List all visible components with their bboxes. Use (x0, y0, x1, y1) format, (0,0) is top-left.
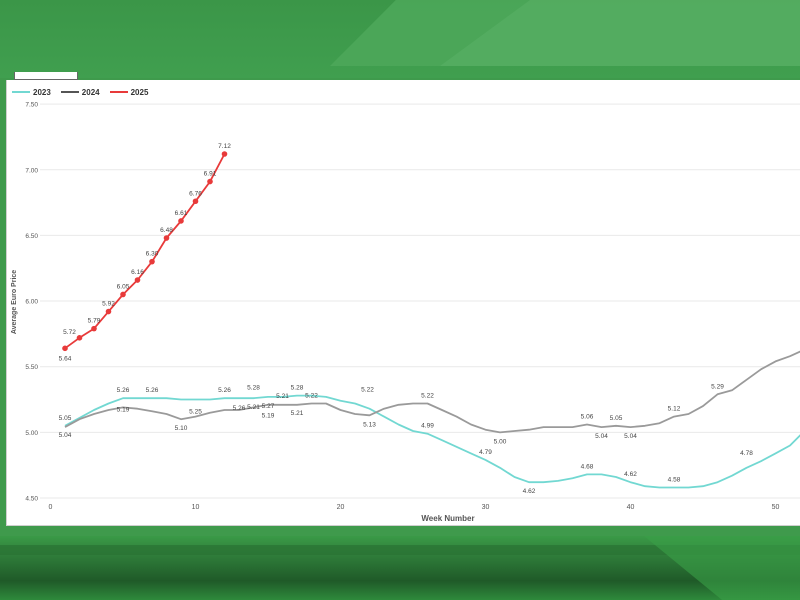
chart-panel (6, 80, 800, 526)
data-label: 6.16 (131, 269, 144, 276)
y-tick-label: 7.50 (25, 102, 38, 109)
data-label: 5.22 (421, 392, 434, 399)
x-tick-label: 50 (772, 504, 780, 511)
data-label: 5.26 (146, 387, 159, 394)
data-point-2025[interactable] (120, 291, 126, 298)
data-label: 5.10 (175, 425, 188, 432)
x-tick-label: 40 (627, 504, 635, 511)
data-label: 5.72 (63, 329, 76, 336)
data-label: 5.22 (305, 392, 318, 399)
x-tick-label: 0 (49, 504, 53, 511)
data-label: 5.21 (276, 393, 289, 400)
legend-swatch-2023 (12, 91, 30, 93)
y-tick-label: 6.50 (25, 233, 38, 240)
x-tick-label: 30 (482, 504, 490, 511)
data-label: 4.58 (668, 476, 681, 483)
data-label: 5.26 (218, 387, 231, 394)
data-label: 5.21 (247, 404, 260, 411)
data-label: 4.78 (740, 450, 753, 457)
data-point-2025[interactable] (192, 198, 199, 205)
data-label: 5.92 (102, 301, 115, 308)
data-point-2025[interactable] (178, 218, 184, 224)
series-layer (62, 151, 800, 489)
data-point-2025[interactable] (105, 308, 112, 315)
legend-swatch-2025 (109, 91, 128, 93)
footer-banner-band (0, 545, 800, 555)
series-line-2025[interactable] (64, 153, 226, 350)
data-label: 5.26 (117, 387, 130, 394)
data-label: 5.05 (610, 415, 623, 422)
x-tick-label: 10 (192, 504, 200, 511)
data-label: 5.64 (59, 355, 72, 362)
data-label: 6.48 (160, 227, 173, 234)
data-label: 5.21 (291, 410, 304, 417)
y-tick-label: 6.00 (25, 299, 38, 306)
series-line-2024[interactable] (64, 350, 800, 434)
data-label: 5.19 (262, 412, 275, 419)
data-point-2025[interactable] (163, 235, 170, 241)
data-label: 5.12 (668, 406, 681, 413)
data-point-2025[interactable] (134, 277, 141, 283)
data-point-2025[interactable] (62, 345, 68, 352)
data-label: 5.29 (711, 383, 724, 390)
data-point-2025[interactable] (91, 325, 97, 332)
data-label: 5.79 (88, 318, 101, 325)
data-point-2025[interactable] (149, 258, 155, 265)
data-label: 4.68 (581, 463, 594, 470)
y-axis-title: Average Euro Price (11, 270, 18, 334)
data-label: 5.28 (247, 385, 260, 392)
legend-item-2024[interactable]: 2024 (60, 87, 100, 97)
data-label: 4.79 (479, 449, 492, 456)
data-label-layer: 5.64 5.72 5.79 5.92 6.056.16 6.30 6.48 6.61 6.76… (59, 143, 754, 495)
data-label: 5.22 (361, 386, 374, 393)
y-tick-label: 4.50 (25, 496, 38, 503)
data-label: 5.04 (595, 433, 608, 440)
legend-label-2024: 2024 (81, 87, 100, 97)
data-label: 5.26 (233, 405, 246, 412)
series-line-2023[interactable] (64, 394, 800, 489)
data-point-2025[interactable] (221, 151, 228, 157)
data-label: 4.99 (421, 423, 434, 430)
data-label: 6.05 (117, 283, 130, 290)
data-point-2025[interactable] (207, 178, 213, 185)
legend-label-2025: 2025 (130, 87, 149, 97)
data-label: 5.19 (117, 406, 130, 413)
legend-label-2023: 2023 (33, 87, 51, 97)
data-label: 7.12 (218, 143, 231, 150)
x-axis-title: Week Number (421, 514, 474, 523)
data-label: 5.00 (494, 438, 507, 445)
data-label: 6.61 (175, 210, 188, 217)
data-point-2025[interactable] (76, 335, 83, 341)
y-tick-label: 5.50 (25, 364, 38, 371)
data-label: 5.25 (189, 409, 202, 416)
grid-layer: 4.50 5.00 5.50 6.00 6.50 7.00 7.50 0 10 20 30 40 50 (25, 102, 800, 511)
data-label: 5.04 (59, 432, 72, 439)
data-label: 5.13 (363, 421, 376, 428)
y-tick-label: 7.00 (25, 167, 38, 174)
legend-item-2025[interactable]: 2025 (109, 87, 149, 97)
legend-item-2023[interactable]: 2023 (12, 88, 51, 97)
data-label: 5.04 (624, 433, 637, 440)
data-label: 4.62 (624, 471, 637, 478)
data-label: 6.91 (204, 171, 217, 178)
chart-legend: 2023 2024 2025 (12, 86, 148, 98)
y-tick-label: 5.00 (25, 430, 38, 437)
data-label: 5.28 (291, 385, 304, 392)
data-label: 5.05 (59, 415, 72, 422)
legend-swatch-2024 (60, 91, 79, 93)
data-label: 5.27 (262, 403, 275, 410)
data-label: 6.30 (146, 251, 159, 258)
visual-tab[interactable] (14, 72, 78, 80)
data-label: 4.62 (523, 488, 536, 495)
data-label: 5.06 (581, 413, 594, 420)
data-label: 6.76 (189, 190, 202, 197)
x-tick-label: 20 (337, 504, 345, 511)
